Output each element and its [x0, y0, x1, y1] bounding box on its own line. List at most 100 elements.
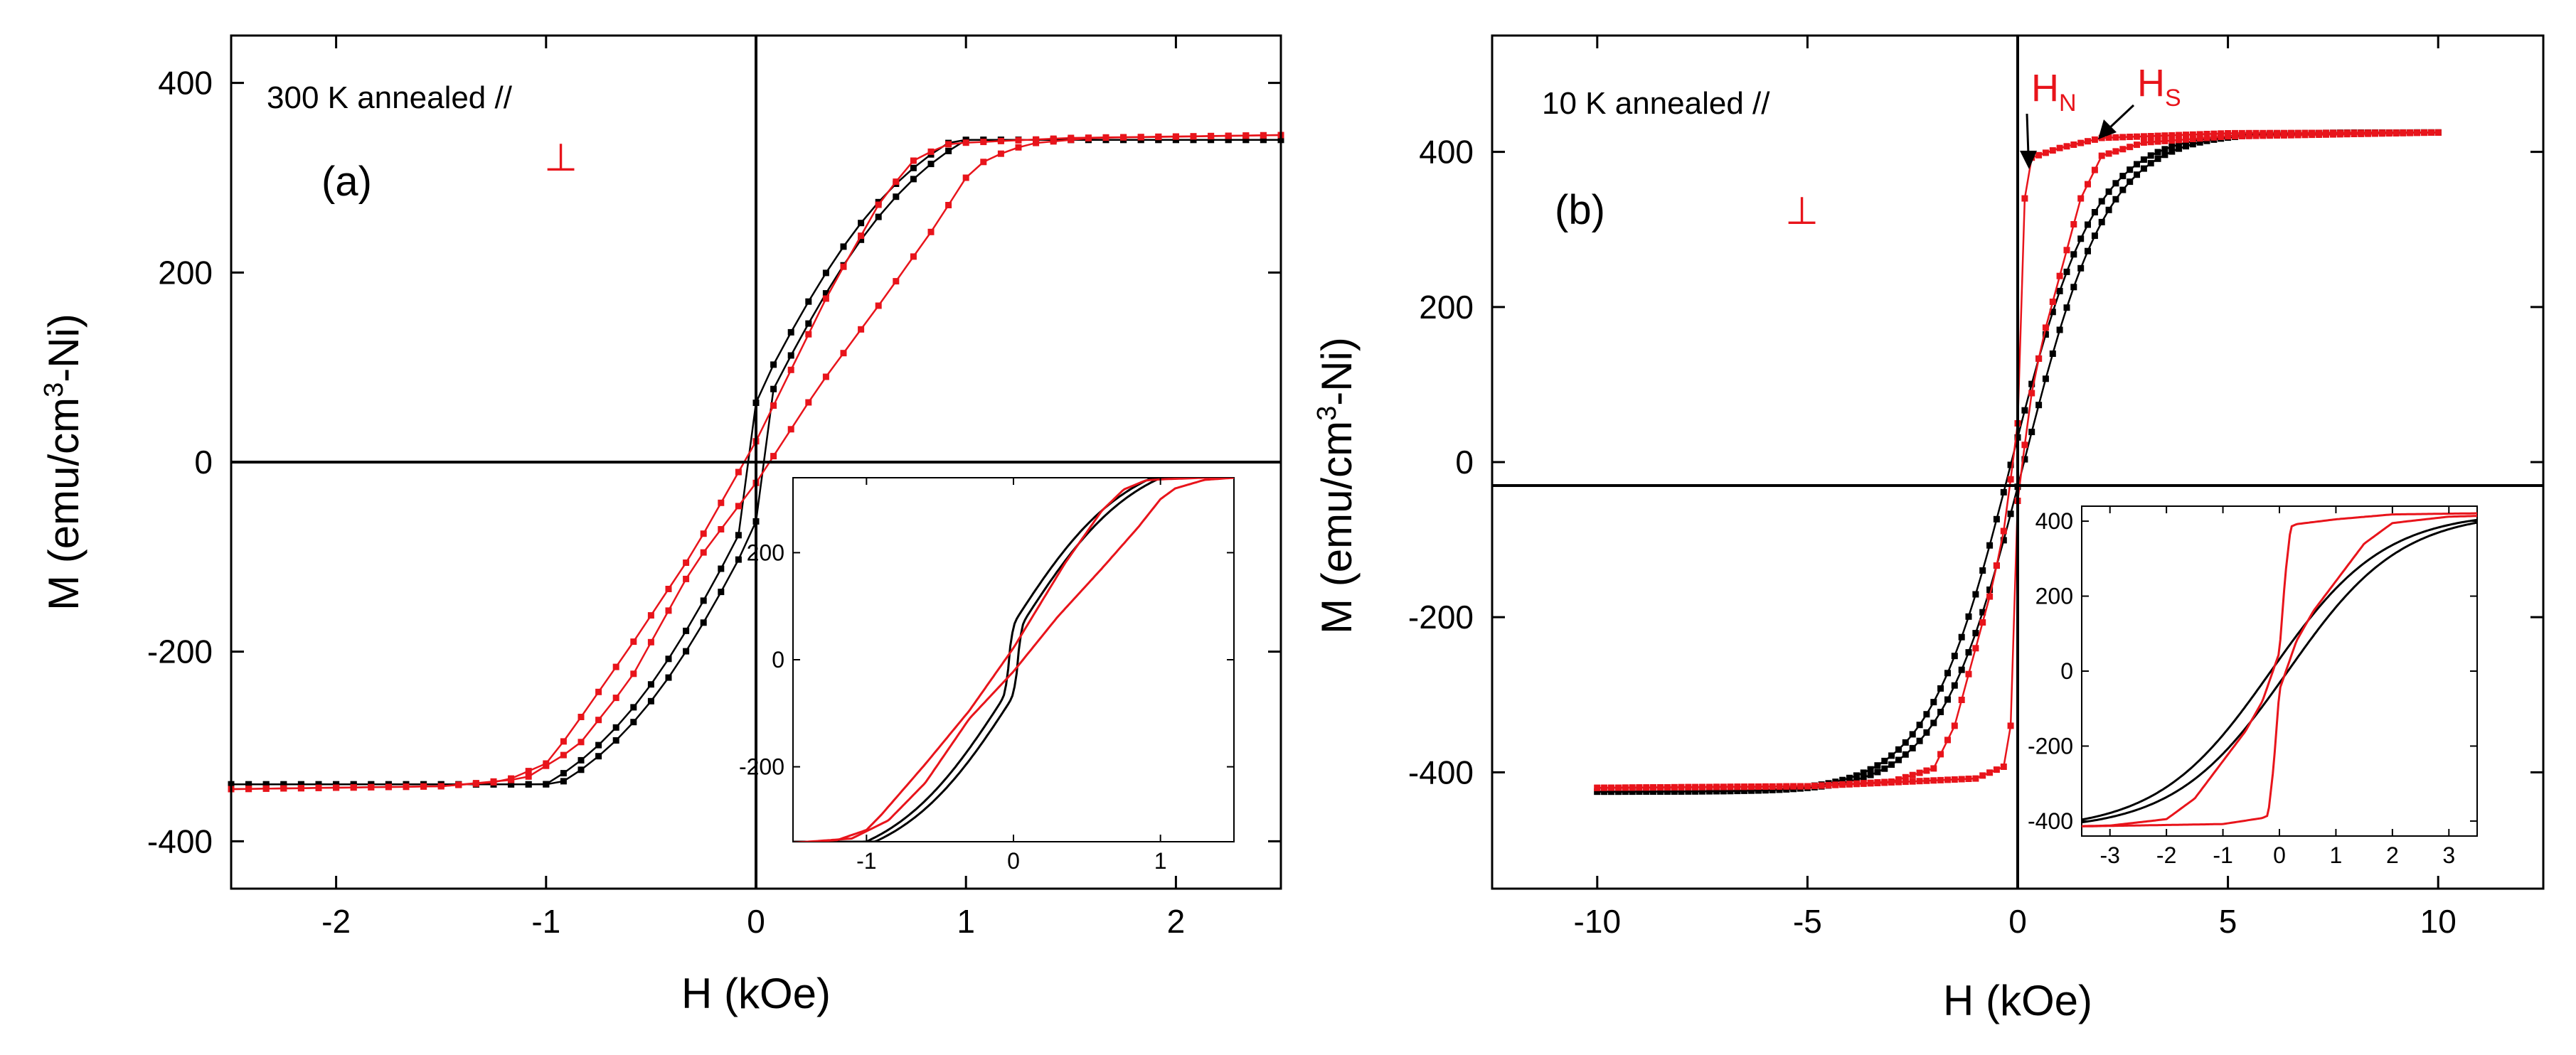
- panel-b-point: [1671, 788, 1678, 795]
- panel-b-point: [2119, 173, 2127, 180]
- panel-a-point: [683, 648, 690, 655]
- panel-b-point: [1979, 567, 1986, 574]
- panel-a-point: [595, 741, 602, 749]
- panel-a-point: [262, 785, 270, 792]
- panel-b-point: [2007, 476, 2014, 483]
- panel-b-point: [1965, 649, 1972, 656]
- panel-b-point: [1853, 776, 1860, 783]
- panel-b-point: [2070, 141, 2077, 148]
- panel-a-y-tick-label: 0: [194, 444, 213, 481]
- panel-b-point: [1608, 788, 1614, 796]
- panel-b-point: [1895, 778, 1902, 786]
- panel-a-point: [315, 781, 322, 788]
- panel-b-point: [1986, 593, 1994, 600]
- panel-b-point: [2147, 160, 2154, 167]
- panel-a-point: [665, 655, 672, 663]
- panel-b-point: [1643, 788, 1650, 795]
- panel-b-point: [2210, 134, 2218, 141]
- panel-b-point: [2127, 144, 2134, 151]
- panel-b-point: [2140, 156, 2147, 163]
- panel-a-point: [718, 565, 725, 572]
- panel-a-point: [718, 526, 725, 532]
- panel-b-point: [2085, 247, 2091, 255]
- panel-b-point: [1657, 788, 1664, 795]
- panel-b-point: [1923, 777, 1930, 784]
- panel-b-point: [2028, 390, 2035, 397]
- panel-b-point: [1902, 751, 1909, 758]
- panel-b-point: [2407, 129, 2414, 136]
- panel-b-point: [2134, 133, 2140, 140]
- panel-b-x-tick-label: 0: [2008, 903, 2027, 940]
- panel-b-point: [2134, 171, 2140, 178]
- panel-b-point: [2077, 195, 2085, 202]
- panel-a-point: [787, 352, 794, 359]
- panel-a-point: [805, 320, 812, 327]
- panel-b-point: [2085, 181, 2091, 188]
- panel-b-point: [1671, 783, 1678, 791]
- panel-b-point: [2035, 402, 2043, 409]
- panel-a-point: [805, 399, 812, 406]
- panel-b-point: [2161, 151, 2168, 159]
- panel-a-point: [683, 559, 690, 566]
- panel-b-hs-annotation: HS: [2137, 62, 2181, 112]
- panel-b-point: [2021, 407, 2028, 414]
- panel-b-point: [1650, 784, 1657, 791]
- panel-b-point: [2105, 150, 2112, 157]
- panel-b-series-1-branch-1-markers: [1594, 129, 2442, 791]
- panel-b-y-tick-label: -400: [1408, 754, 1474, 791]
- panel-b-point: [2085, 138, 2091, 145]
- panel-b-point: [2189, 136, 2196, 142]
- panel-b-point: [2119, 186, 2127, 193]
- panel-a-point: [858, 220, 865, 227]
- panel-a-point: [858, 236, 865, 243]
- panel-b-point: [2225, 133, 2232, 140]
- panel-b-point: [2203, 131, 2210, 137]
- panel-a-point: [472, 780, 479, 787]
- panel-a-inset-y-tick-label: 0: [772, 647, 784, 673]
- panel-b-point: [2260, 132, 2267, 139]
- panel-b-x-axis-title: H (kOe): [1943, 977, 2092, 1024]
- panel-b-point: [2176, 132, 2183, 139]
- panel-a-point: [1260, 136, 1267, 144]
- panel-b-point: [1965, 776, 1972, 782]
- panel-b-point: [2196, 131, 2203, 138]
- panel-b-point: [2267, 132, 2274, 139]
- panel-a-point: [893, 178, 900, 186]
- panel-b-point: [2105, 188, 2112, 196]
- panel-a-point: [770, 385, 777, 392]
- panel-b-point: [1685, 788, 1692, 795]
- panel-a-y-tick-label: 400: [158, 65, 213, 102]
- panel-b-point: [1930, 765, 1937, 772]
- panel-a-point: [368, 783, 375, 791]
- panel-a-inset-series-1-branch-1: [793, 478, 1234, 842]
- panel-b-inset-series-0-branch-1: [2082, 521, 2477, 824]
- panel-a-point: [262, 781, 270, 788]
- panel-b-point: [2112, 196, 2119, 203]
- panel-b-point: [1622, 784, 1629, 791]
- panel-b-point: [1951, 682, 1958, 689]
- panel-b-point: [2000, 537, 2007, 544]
- panel-a-point: [647, 638, 654, 646]
- panel-a-inset: -1 0 1 -200 0 200: [739, 477, 1235, 874]
- panel-b-inset-x-tick-label: -2: [2156, 842, 2176, 868]
- panel-a-point: [718, 499, 725, 506]
- panel-b-point: [1636, 784, 1643, 791]
- panel-b-point: [1874, 780, 1881, 786]
- panel-b-point: [2218, 134, 2225, 140]
- panel-b-point: [1860, 774, 1867, 781]
- panel-a-point: [1260, 132, 1267, 139]
- panel-b-point: [2147, 152, 2154, 159]
- panel-b-point: [2042, 324, 2049, 331]
- panel-b-point: [2168, 143, 2176, 150]
- panel-b-point: [2007, 461, 2014, 468]
- panel-b-point: [2091, 166, 2098, 173]
- panel-b-point: [1846, 781, 1853, 788]
- panel-b-point: [1867, 766, 1874, 773]
- panel-b-point: [2294, 132, 2301, 139]
- panel-b-point: [2176, 141, 2183, 148]
- panel-b-point: [1874, 762, 1881, 769]
- panel-a-point: [735, 556, 742, 563]
- panel-b-point: [2091, 136, 2098, 143]
- panel-b-point: [1923, 729, 1930, 736]
- panel-a-point: [822, 290, 829, 297]
